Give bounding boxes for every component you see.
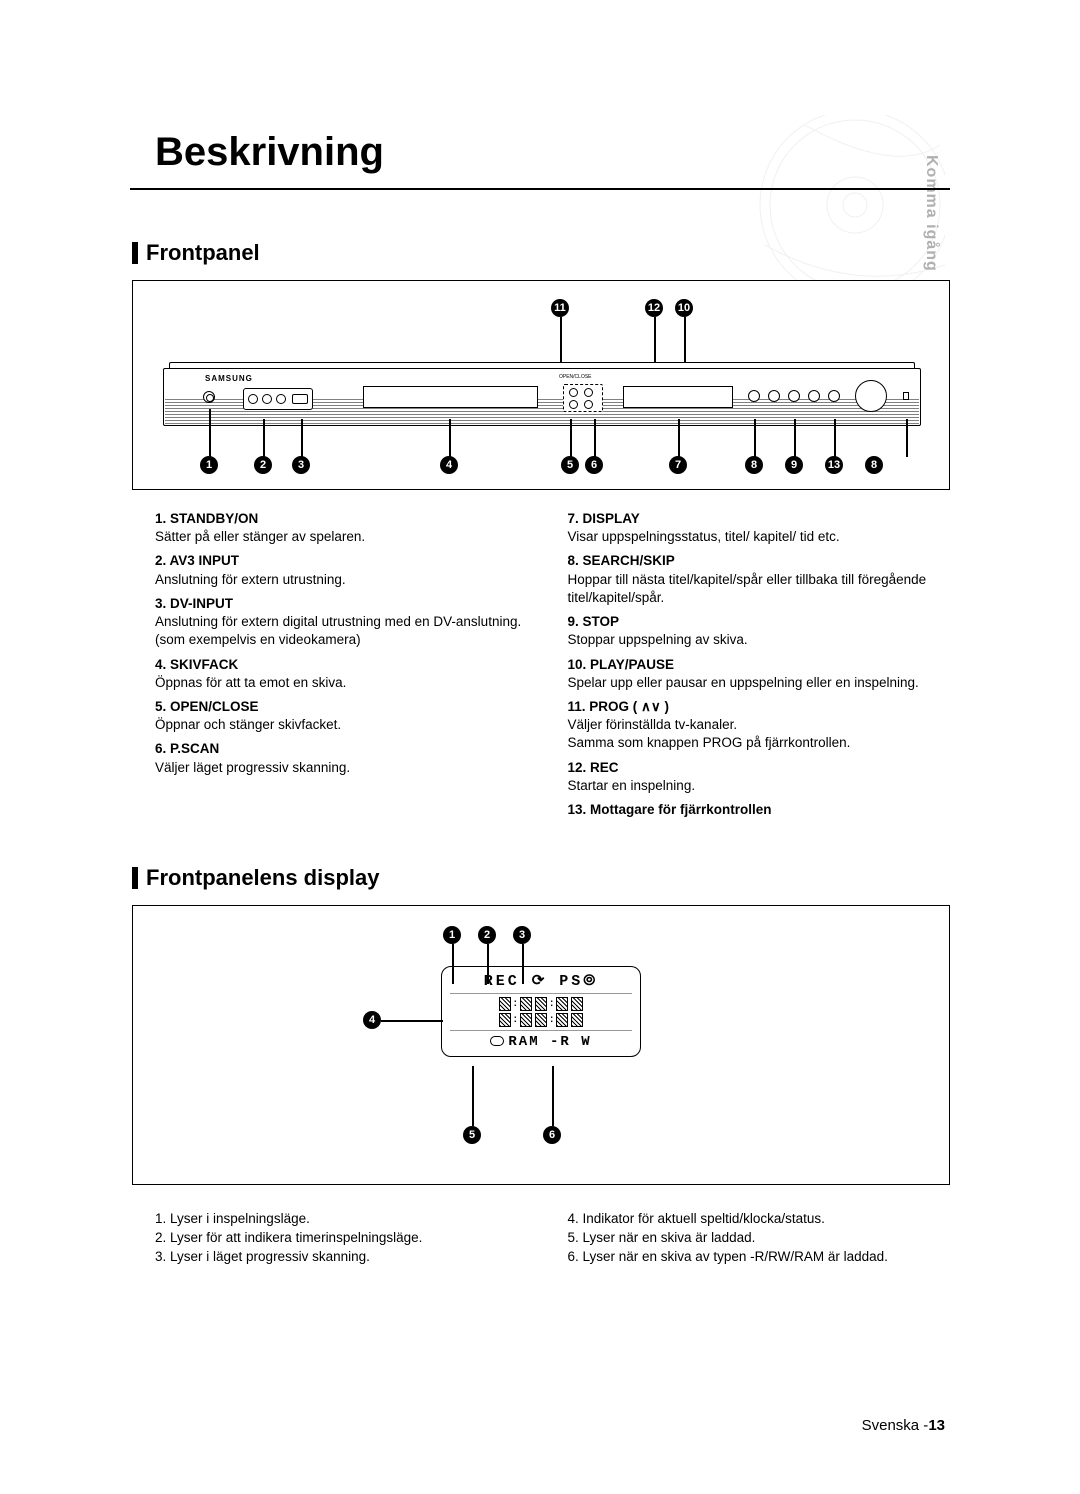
- round-button-icon: [808, 390, 820, 402]
- mini-button-panel-icon: [563, 384, 603, 412]
- lead-line: [449, 419, 451, 457]
- lead-line: [552, 1066, 554, 1126]
- section2-label: Frontpanelens display: [146, 865, 380, 891]
- legend-item: 13. Mottagare för fjärrkontrollen: [568, 801, 951, 819]
- callout-d3: 3: [513, 926, 531, 944]
- display-segment-drawing: REC ⟳ PS⦾ : : : : RAM -R W: [411, 966, 671, 1057]
- page-footer: Svenska -13: [862, 1417, 945, 1434]
- callout-d1: 1: [443, 926, 461, 944]
- round-button-icon: [748, 390, 760, 402]
- display-top-row: REC ⟳ PS⦾: [450, 971, 632, 990]
- lead-line: [570, 419, 572, 457]
- legend-item: 10. PLAY/PAUSESpelar upp eller pausar en…: [568, 656, 951, 692]
- legend-item: 6. Lyser när en skiva av typen -R/RW/RAM…: [568, 1248, 951, 1266]
- frontpanel-diagram: 11 12 10 SAMSUNG OPEN/CLOSE: [132, 280, 950, 490]
- brand-label: SAMSUNG: [203, 374, 255, 383]
- callout-2: 2: [254, 456, 272, 474]
- round-button-icon: [828, 390, 840, 402]
- callout-7: 7: [669, 456, 687, 474]
- legend-item: 8. SEARCH/SKIPHoppar till nästa titel/ka…: [568, 552, 951, 607]
- legend-item: 7. DISPLAYVisar uppspelningsstatus, tite…: [568, 510, 951, 546]
- display-diagram: 1 2 3 4 5 6 REC ⟳ PS⦾ : : : :: [132, 905, 950, 1185]
- lead-line: [301, 419, 303, 457]
- callout-5: 5: [561, 456, 579, 474]
- callout-8: 8: [745, 456, 763, 474]
- legend-item: 9. STOPStoppar uppspelning av skiva.: [568, 613, 951, 649]
- legend-item: 1. Lyser i inspelningsläge.: [155, 1210, 538, 1228]
- frontpanel-legend: 1. STANDBY/ONSätter på eller stänger av …: [155, 510, 950, 825]
- callout-d4: 4: [363, 1011, 381, 1029]
- device-drawing: SAMSUNG OPEN/CLOSE: [163, 356, 921, 426]
- display-digit-rows: : : : :: [450, 993, 632, 1031]
- legend-item: 3. Lyser i läget progressiv skanning.: [155, 1248, 538, 1266]
- footer-lang: Svenska -: [862, 1417, 929, 1434]
- callout-12: 12: [645, 299, 663, 317]
- callout-13: 13: [825, 456, 843, 474]
- legend-item: 5. OPEN/CLOSEÖppnar och stänger skivfack…: [155, 698, 538, 734]
- legend-item: 11. PROG ( ∧∨ )Väljer förinställda tv-ka…: [568, 698, 951, 753]
- callout-8b: 8: [865, 456, 883, 474]
- section-heading-frontpanel: Frontpanel: [132, 240, 260, 266]
- power-button-icon: [203, 391, 215, 403]
- callout-d5: 5: [463, 1126, 481, 1144]
- round-button-icon: [788, 390, 800, 402]
- round-button-icon: [768, 390, 780, 402]
- lead-line: [794, 419, 796, 457]
- legend-item: 6. P.SCANVäljer läget progressiv skannin…: [155, 740, 538, 776]
- display-bottom-row: RAM -R W: [450, 1034, 632, 1050]
- lead-line: [678, 419, 680, 457]
- lead-line: [209, 409, 211, 457]
- display-legend: 1. Lyser i inspelningsläge.2. Lyser för …: [155, 1210, 950, 1268]
- footer-page: 13: [928, 1417, 945, 1434]
- display-window-icon: [623, 386, 733, 408]
- legend-item: 4. Indikator för aktuell speltid/klocka/…: [568, 1210, 951, 1228]
- section-heading-display: Frontpanelens display: [132, 865, 380, 891]
- lead-line: [754, 419, 756, 457]
- callout-d6: 6: [543, 1126, 561, 1144]
- legend-item: 2. AV3 INPUTAnslutning för extern utrust…: [155, 552, 538, 588]
- legend-item: 5. Lyser när en skiva är laddad.: [568, 1229, 951, 1247]
- lead-line: [906, 419, 908, 457]
- callout-10: 10: [675, 299, 693, 317]
- section1-label: Frontpanel: [146, 240, 260, 266]
- legend-item: 2. Lyser för att indikera timerinspelnin…: [155, 1229, 538, 1247]
- callout-6: 6: [585, 456, 603, 474]
- legend-item: 3. DV-INPUTAnslutning för extern digital…: [155, 595, 538, 650]
- callout-1: 1: [200, 456, 218, 474]
- legend-item: 4. SKIVFACKÖppnas för att ta emot en ski…: [155, 656, 538, 692]
- heading-bar-icon: [132, 867, 138, 889]
- heading-bar-icon: [132, 242, 138, 264]
- disc-tray-icon: [363, 386, 538, 408]
- lead-line: [594, 419, 596, 457]
- page-title: Beskrivning: [155, 130, 384, 175]
- side-tab: Komma igång: [922, 155, 940, 272]
- ir-window-icon: [903, 392, 909, 400]
- title-underline: [130, 188, 950, 190]
- big-round-button-icon: [855, 380, 887, 412]
- oc-mini-label: OPEN/CLOSE: [559, 374, 592, 380]
- callout-d2: 2: [478, 926, 496, 944]
- lead-line: [263, 419, 265, 457]
- callout-4: 4: [440, 456, 458, 474]
- lead-line: [472, 1066, 474, 1126]
- callout-3: 3: [292, 456, 310, 474]
- disc-loop-icon: [490, 1036, 504, 1046]
- callout-11: 11: [551, 299, 569, 317]
- legend-item: 1. STANDBY/ONSätter på eller stänger av …: [155, 510, 538, 546]
- input-panel-icon: [243, 388, 313, 410]
- legend-item: 12. RECStartar en inspelning.: [568, 759, 951, 795]
- lead-line: [834, 419, 836, 457]
- callout-9: 9: [785, 456, 803, 474]
